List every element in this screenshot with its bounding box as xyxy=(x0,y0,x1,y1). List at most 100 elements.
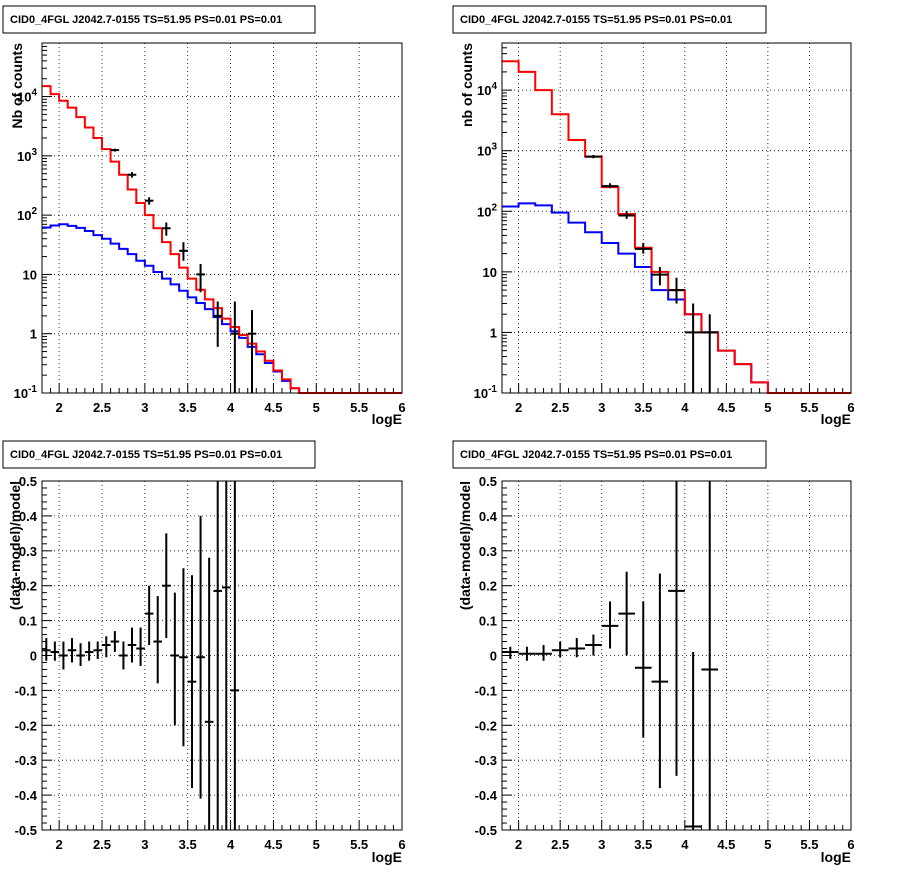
y-tick-label: 10-1 xyxy=(14,384,38,401)
x-tick-label: 4.5 xyxy=(264,837,282,852)
data-point xyxy=(102,636,111,658)
data-point xyxy=(162,222,171,236)
y-tick-label: -0.5 xyxy=(15,823,37,838)
y-tick-label: 104 xyxy=(477,81,497,98)
data-point xyxy=(84,641,94,661)
data-point xyxy=(179,242,188,261)
y-tick-label: 0.3 xyxy=(479,544,497,559)
x-tick-label: 3 xyxy=(141,837,148,852)
x-tick-label: 2 xyxy=(56,837,63,852)
data-point xyxy=(179,568,188,747)
data-point xyxy=(119,641,128,670)
panel-bottom-right: CID0_4FGL J2042.7-0155 TS=51.95 PS=0.01 … xyxy=(452,440,855,865)
data-point xyxy=(153,596,162,684)
data-point xyxy=(67,638,77,663)
data-point xyxy=(585,154,602,159)
plot-frame xyxy=(501,480,852,831)
title-box xyxy=(2,5,316,34)
x-tick-label: 6 xyxy=(398,400,405,415)
x-tick-label: 3 xyxy=(598,837,605,852)
data-point xyxy=(535,645,552,661)
y-tick-label: -0.1 xyxy=(475,683,497,698)
data-point xyxy=(684,303,702,393)
y-tick-label: 1 xyxy=(30,327,37,342)
data-point xyxy=(59,641,68,670)
plot-area: 2 2.5 3 3.5 4 4.5 5 5.5 6 -0.5 -0.4 -0.3 -0.2 -0.1 0 0.… xyxy=(475,474,855,852)
x-tick-label: 5 xyxy=(313,400,320,415)
data-point xyxy=(110,148,120,152)
data-point xyxy=(230,301,240,393)
y-tick-label: 0 xyxy=(30,649,37,664)
data-point xyxy=(136,627,145,666)
x-tick-label: 2.5 xyxy=(93,837,111,852)
x-tick-label: 4 xyxy=(227,837,235,852)
data-point xyxy=(502,646,519,659)
x-tick-label: 4.5 xyxy=(264,400,282,415)
y-tick-label: 104 xyxy=(17,88,37,105)
x-tick-label: 3.5 xyxy=(634,837,652,852)
x-tick-label: 2.5 xyxy=(551,400,569,415)
y-tick-label: 0.5 xyxy=(19,474,37,489)
plot-frame-background xyxy=(42,43,402,393)
data-point xyxy=(701,314,719,393)
data-point xyxy=(634,601,652,738)
y-tick-label: 102 xyxy=(17,206,37,223)
data-point xyxy=(144,585,154,646)
x-axis-title: logE xyxy=(821,411,851,427)
title-box xyxy=(452,440,767,469)
y-tick-label: 0.3 xyxy=(19,544,37,559)
x-tick-label: 4.5 xyxy=(717,400,735,415)
data-point xyxy=(93,641,102,659)
x-axis-title: logE xyxy=(821,849,851,865)
plot-frame-background xyxy=(502,43,851,393)
x-tick-label: 3.5 xyxy=(634,400,652,415)
y-tick-label: -0.2 xyxy=(15,718,37,733)
x-tick-label: 3 xyxy=(141,400,148,415)
data-point xyxy=(196,515,205,799)
data-point xyxy=(162,533,171,639)
y-tick-label: 0.4 xyxy=(479,509,498,524)
y-tick-label: 0 xyxy=(490,649,497,664)
panel-title: CID0_4FGL J2042.7-0155 TS=51.95 PS=0.01 … xyxy=(10,449,282,461)
data-point xyxy=(230,481,240,830)
data-point xyxy=(187,575,197,789)
data-point xyxy=(204,557,214,830)
data-point xyxy=(213,301,222,347)
y-tick-label: -0.4 xyxy=(15,788,38,803)
x-tick-label: 2 xyxy=(56,400,63,415)
data-point xyxy=(196,263,205,293)
x-tick-label: 3 xyxy=(598,400,605,415)
y-tick-label: 0.1 xyxy=(19,614,37,629)
data-point xyxy=(222,481,231,830)
plot-area: 2 2.5 3 3.5 4 4.5 5 5.5 6 -0.5 -0.4 -0.3 -0.2 -0.1 0 0.… xyxy=(15,474,406,852)
x-tick-label: 6 xyxy=(847,400,854,415)
y-axis-title: (data-model)/model xyxy=(457,481,473,610)
data-point xyxy=(585,634,602,656)
data-point xyxy=(601,183,619,189)
x-axis-title: logE xyxy=(372,849,402,865)
y-tick-label: 0.4 xyxy=(19,509,38,524)
data-point xyxy=(651,573,669,789)
data-point xyxy=(50,641,60,661)
y-tick-label: 0.1 xyxy=(479,614,497,629)
panel-top-right: CID0_4FGL J2042.7-0155 TS=51.95 PS=0.01 … xyxy=(452,5,855,427)
data-point xyxy=(701,481,719,830)
plot-frame xyxy=(41,42,403,394)
y-tick-label: -0.5 xyxy=(475,823,497,838)
y-axis-title: (data-model)/model xyxy=(7,481,23,610)
y-axis-title: nb of counts xyxy=(459,43,475,127)
panel-title: CID0_4FGL J2042.7-0155 TS=51.95 PS=0.01 … xyxy=(460,449,732,461)
y-tick-label: 103 xyxy=(17,147,37,164)
data-point xyxy=(618,211,635,219)
data-point xyxy=(684,652,702,830)
x-tick-label: 5 xyxy=(313,837,320,852)
x-tick-label: 2 xyxy=(515,837,522,852)
x-tick-label: 2.5 xyxy=(551,837,569,852)
x-tick-label: 2 xyxy=(515,400,522,415)
data-point xyxy=(42,638,51,661)
x-tick-label: 6 xyxy=(847,837,854,852)
y-tick-label: 10-1 xyxy=(474,384,498,401)
plot-area: 2 2.5 3 3.5 4 4.5 5 5.5 6 10-1 1 10 102 103 104 xyxy=(14,42,406,415)
y-tick-label: 102 xyxy=(477,202,497,219)
panel-bottom-left: CID0_4FGL J2042.7-0155 TS=51.95 PS=0.01 … xyxy=(2,440,406,865)
